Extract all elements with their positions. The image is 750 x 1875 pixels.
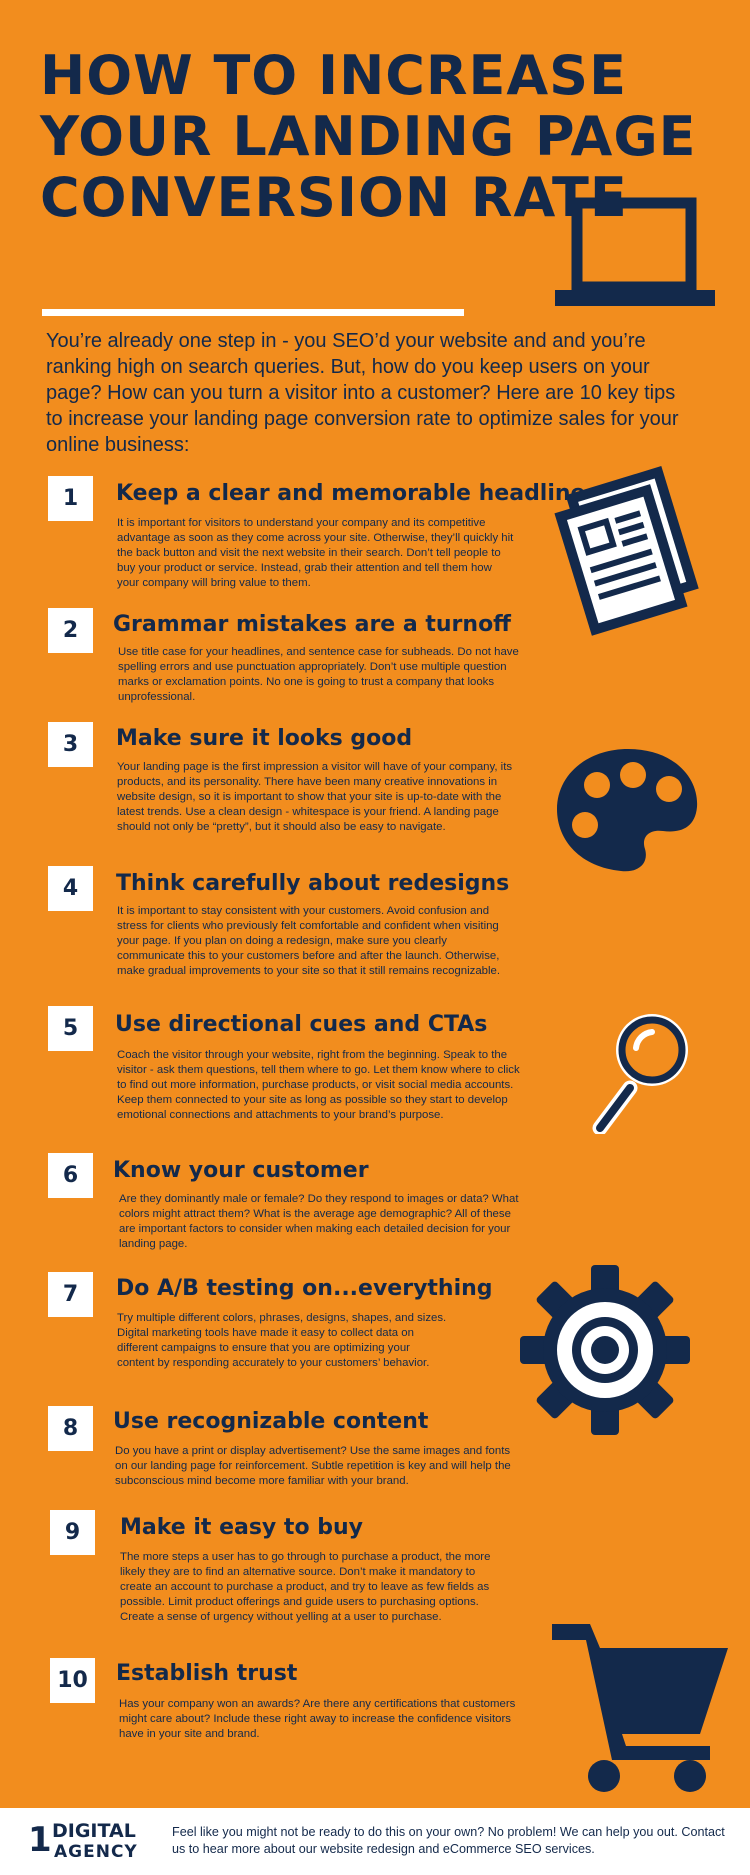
intro-paragraph: You’re already one step in - you SEO’d y… — [46, 330, 679, 456]
tip-title: Establish trust — [116, 1661, 298, 1686]
newspaper-icon — [554, 466, 699, 636]
tip-title: Use recognizable content — [113, 1409, 429, 1434]
tip-number: 4 — [48, 866, 93, 911]
tip-number: 6 — [48, 1153, 93, 1198]
palette-icon — [557, 749, 698, 872]
tip-number: 9 — [50, 1510, 95, 1555]
company-logo[interactable]: 1 DIGITAL AGENCY — [28, 1818, 158, 1866]
tip-body: Has your company won an awards? Are ther… — [119, 1698, 516, 1740]
tip-body: Are they dominantly male or female? Do t… — [119, 1193, 519, 1250]
tip-number: 5 — [48, 1006, 93, 1051]
tip-title: Do A/B testing on...everything — [116, 1276, 493, 1301]
gear-icon — [520, 1265, 690, 1435]
logo-word-bottom: AGENCY — [54, 1842, 138, 1862]
tip-title: Grammar mistakes are a turnoff — [113, 612, 511, 637]
page-title: HOW TO INCREASE YOUR LANDING PAGE CONVER… — [40, 44, 697, 229]
tip-title: Know your customer — [113, 1158, 369, 1183]
tip-number: 8 — [48, 1406, 93, 1451]
tip-title: Keep a clear and memorable headline — [116, 481, 586, 506]
tip-title: Make sure it looks good — [116, 726, 413, 751]
logo-word-top: DIGITAL — [52, 1820, 136, 1842]
tip-title: Think carefully about redesigns — [116, 871, 510, 896]
title-underline — [42, 309, 464, 316]
tip-title: Make it easy to buy — [120, 1515, 363, 1540]
tip-number: 10 — [50, 1658, 95, 1703]
tip-body: It is important to stay consistent with … — [117, 905, 501, 977]
tip-number: 1 — [48, 476, 93, 521]
tip-body: Coach the visitor through your website, … — [117, 1049, 520, 1121]
tip-body: Do you have a print or display advertise… — [115, 1445, 511, 1487]
laptop-icon — [555, 197, 715, 306]
footer-bar — [0, 1808, 750, 1875]
tip-body: Try multiple different colors, phrases, … — [117, 1312, 447, 1369]
tip-body: Your landing page is the first impressio… — [117, 761, 513, 833]
footer-cta-text: Feel like you might not be ready to do t… — [172, 1825, 725, 1856]
shopping-cart-icon — [552, 1624, 728, 1792]
tip-number: 2 — [48, 608, 93, 653]
tip-number: 7 — [48, 1272, 93, 1317]
tip-body: It is important for visitors to understa… — [117, 517, 514, 589]
tip-number: 3 — [48, 722, 93, 767]
logo-mark: 1 — [28, 1820, 52, 1860]
tip-title: Use directional cues and CTAs — [115, 1012, 488, 1037]
magnifying-glass-icon — [592, 1014, 688, 1134]
tip-body: The more steps a user has to go through … — [120, 1551, 491, 1623]
tip-body: Use title case for your headlines, and s… — [118, 646, 519, 703]
